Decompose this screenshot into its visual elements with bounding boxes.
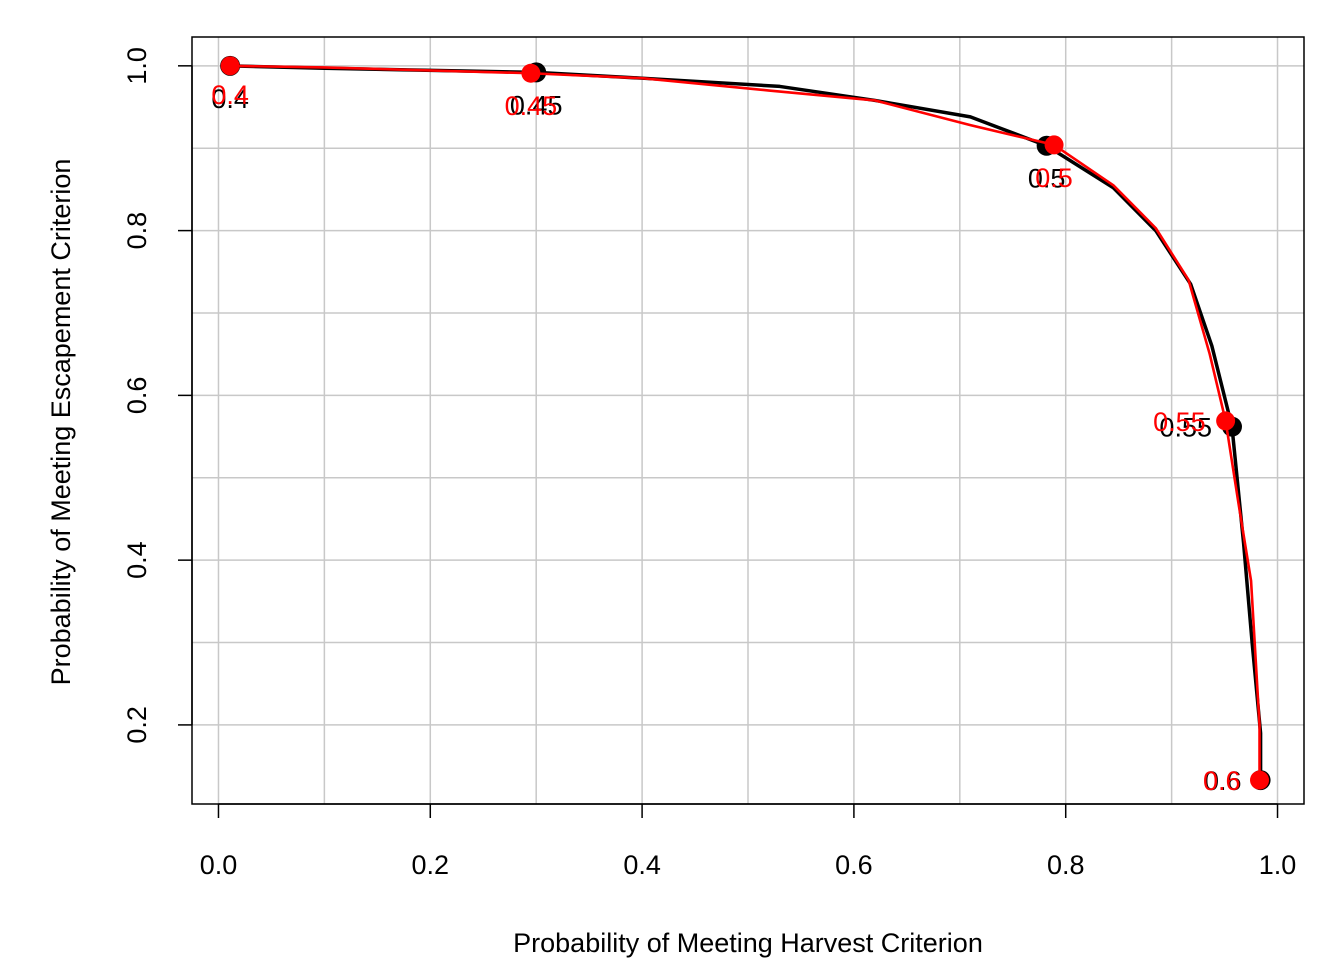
y-tick-label: 0.6: [122, 377, 152, 415]
x-tick-label: 0.8: [1047, 850, 1085, 880]
grid: [192, 37, 1304, 804]
y-axis-title: Probability of Meeting Escapement Criter…: [46, 159, 76, 686]
x-tick-label: 0.2: [412, 850, 450, 880]
data-label: 0.45: [505, 91, 558, 121]
data-label: 0.45: [510, 90, 563, 120]
data-point: [521, 63, 541, 83]
x-tick-label: 0.6: [835, 850, 873, 880]
data-label: 0.55: [1153, 407, 1206, 437]
data-point: [220, 56, 240, 76]
axes: 0.0 0.2 0.4 0.6 0.8 1.0 0.2 0.4 0.6 0.8 1.0: [122, 47, 1296, 880]
x-tick-label: 1.0: [1259, 850, 1297, 880]
x-axis-title: Probability of Meeting Harvest Criterion: [513, 928, 983, 958]
data-label: 0.6: [1203, 766, 1241, 796]
y-tick-label: 0.4: [122, 541, 152, 579]
data-label: 0.4: [211, 80, 249, 110]
x-tick-label: 0.0: [200, 850, 238, 880]
y-tick-label: 0.2: [122, 706, 152, 744]
x-tick-label: 0.4: [623, 850, 661, 880]
data-point: [1250, 770, 1270, 790]
data-point: [1216, 411, 1236, 431]
data-point: [1044, 135, 1064, 155]
data-label: 0.6: [1204, 766, 1242, 796]
series-line: [230, 64, 1261, 781]
y-tick-label: 1.0: [122, 47, 152, 85]
data-label: 0.5: [1028, 164, 1066, 194]
series-2: 0.4 0.45 0.5 0.55 0.6: [211, 56, 1270, 796]
data-label: 0.5: [1035, 163, 1073, 193]
data-label: 0.55: [1159, 413, 1212, 443]
series-1: 0.4 0.45 0.5 0.55 0.6: [211, 55, 1271, 796]
series-line: [230, 64, 1263, 781]
y-tick-label: 0.8: [122, 212, 152, 250]
data-label: 0.4: [211, 84, 249, 114]
series-layer: 0.4 0.45 0.5 0.55 0.60.4 0.45 0.5 0.55 0.6: [211, 55, 1271, 796]
